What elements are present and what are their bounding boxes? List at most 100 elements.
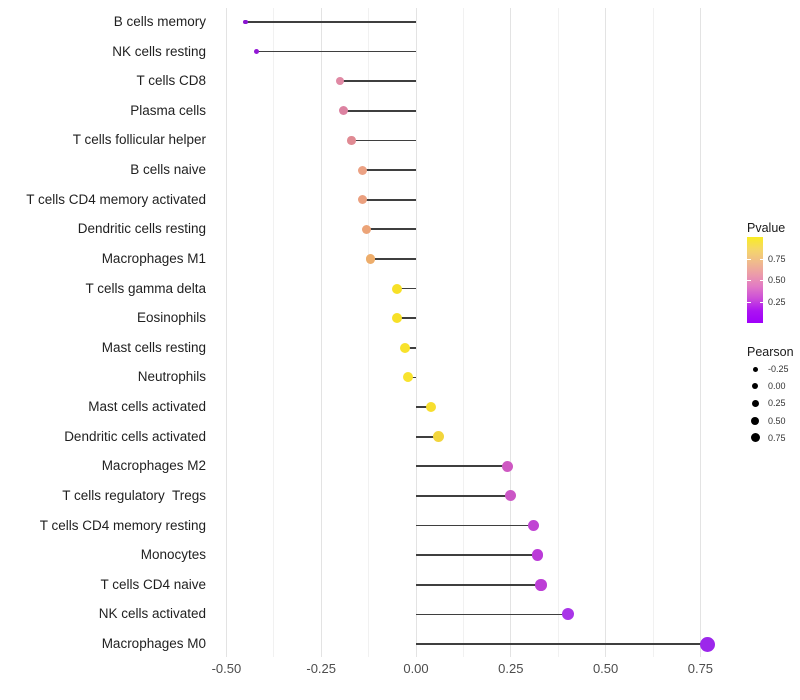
pvalue-tick-label: 0.75 xyxy=(768,253,786,264)
y-axis-label: Macrophages M1 xyxy=(101,250,206,266)
y-axis-label: B cells naive xyxy=(130,162,206,178)
x-tick-label: 0.25 xyxy=(498,661,524,676)
colorbar-tick-mark xyxy=(759,280,763,281)
lollipop-dot xyxy=(501,460,513,472)
y-axis-label: Dendritic cells activated xyxy=(64,428,206,444)
minor-gridline xyxy=(462,8,464,657)
lollipop-dot xyxy=(358,195,368,205)
lollipop-segment xyxy=(404,346,416,349)
y-axis-label: Mast cells activated xyxy=(88,399,206,415)
major-gridline xyxy=(415,8,417,657)
y-axis-label: Plasma cells xyxy=(130,102,206,118)
lollipop-dot xyxy=(531,549,544,561)
y-axis-label: T cells gamma delta xyxy=(85,280,206,296)
y-axis-label: B cells memory xyxy=(113,14,206,29)
lollipop-segment xyxy=(245,21,416,23)
pearson-tick-label: 0.00 xyxy=(768,381,786,392)
lollipop-dot xyxy=(505,490,517,502)
y-axis-label: T cells CD4 memory activated xyxy=(26,191,206,207)
y-axis-label: Macrophages M2 xyxy=(101,458,206,474)
pearson-legend-dot xyxy=(750,433,760,443)
lollipop-segment xyxy=(397,317,416,320)
lollipop-dot xyxy=(243,19,248,25)
lollipop-segment xyxy=(416,524,534,527)
pvalue-legend-title: Pvalue xyxy=(747,221,786,235)
lollipop-segment xyxy=(362,198,416,201)
lollipop-segment xyxy=(416,435,439,438)
pearson-legend-dot xyxy=(752,366,758,372)
pearson-tick-label: 0.75 xyxy=(768,432,786,443)
y-axis-label: T cells CD4 naive xyxy=(100,576,206,592)
major-gridline xyxy=(225,8,227,657)
x-tick-label: 0.75 xyxy=(687,661,714,676)
y-axis-label: T cells CD8 xyxy=(136,73,206,89)
lollipop-segment xyxy=(256,50,416,53)
lollipop-dot xyxy=(362,224,372,234)
y-axis-label: T cells follicular helper xyxy=(72,132,206,148)
lollipop-segment xyxy=(416,406,432,408)
x-tick-label: -0.25 xyxy=(306,661,336,676)
colorbar-tick-mark xyxy=(747,301,751,303)
minor-gridline xyxy=(368,8,370,657)
y-axis-label: Neutrophils xyxy=(137,369,206,385)
lollipop-segment xyxy=(343,110,416,112)
lollipop-segment xyxy=(416,643,708,645)
lollipop-dot xyxy=(535,579,547,591)
colorbar-tick-mark xyxy=(759,258,763,260)
major-gridline xyxy=(699,8,701,657)
x-tick-label: -0.50 xyxy=(211,661,242,676)
pearson-legend-dot xyxy=(752,383,758,390)
lollipop-dot xyxy=(335,76,345,86)
y-axis-label: Monocytes xyxy=(140,547,206,563)
lollipop-segment xyxy=(340,80,416,83)
minor-gridline xyxy=(557,8,559,657)
lollipop-dot xyxy=(365,254,376,264)
lollipop-segment xyxy=(362,169,416,171)
y-axis-label: T cells CD4 memory resting xyxy=(39,517,206,533)
pearson-tick-label: -0.25 xyxy=(768,364,789,374)
lollipop-dot xyxy=(433,431,445,443)
y-axis-label: T cells regulatory Tregs xyxy=(62,487,206,503)
lollipop-dot xyxy=(392,283,403,294)
colorbar-tick-mark xyxy=(747,280,751,281)
pearson-legend-title: Pearson xyxy=(747,345,794,359)
lollipop-segment xyxy=(416,554,538,556)
lollipop-segment xyxy=(416,465,507,468)
pearson-tick-label: 0.50 xyxy=(768,415,786,426)
pvalue-colorbar xyxy=(747,237,763,323)
y-axis-label: NK cells resting xyxy=(112,43,206,59)
lollipop-dot xyxy=(339,106,349,116)
minor-gridline xyxy=(652,8,654,657)
lollipop-segment xyxy=(370,258,416,260)
lollipop-dot xyxy=(700,636,716,652)
lollipop-segment xyxy=(397,287,416,290)
lollipop-dot xyxy=(253,48,260,55)
x-tick-label: 0.50 xyxy=(592,661,619,676)
pvalue-tick-label: 0.25 xyxy=(768,296,786,307)
minor-gridline xyxy=(273,8,275,657)
colorbar-tick-mark xyxy=(747,258,751,260)
major-gridline xyxy=(510,8,512,657)
lollipop-segment xyxy=(366,228,416,231)
pearson-legend-dot xyxy=(751,399,759,407)
pvalue-tick-label: 0.50 xyxy=(768,275,786,285)
y-axis-label: Macrophages M0 xyxy=(101,636,206,652)
lollipop-dot xyxy=(425,401,437,413)
lollipop-dot xyxy=(561,608,574,621)
lollipop-dot xyxy=(347,136,356,145)
lollipop-dot xyxy=(527,519,540,532)
major-gridline xyxy=(320,8,322,657)
lollipop-dot xyxy=(399,342,410,353)
y-axis-label: NK cells activated xyxy=(98,606,206,622)
pearson-tick-label: 0.25 xyxy=(768,398,786,409)
x-tick-label: 0.00 xyxy=(403,661,429,676)
lollipop-dot xyxy=(403,372,414,383)
y-axis-label: Mast cells resting xyxy=(101,339,206,355)
lollipop-segment xyxy=(351,139,416,142)
y-axis-label: Eosinophils xyxy=(136,310,206,326)
pearson-legend-dot xyxy=(751,416,759,425)
lollipop-segment xyxy=(416,495,511,497)
lollipop-dot xyxy=(392,313,403,324)
y-axis-label: Dendritic cells resting xyxy=(77,221,206,237)
